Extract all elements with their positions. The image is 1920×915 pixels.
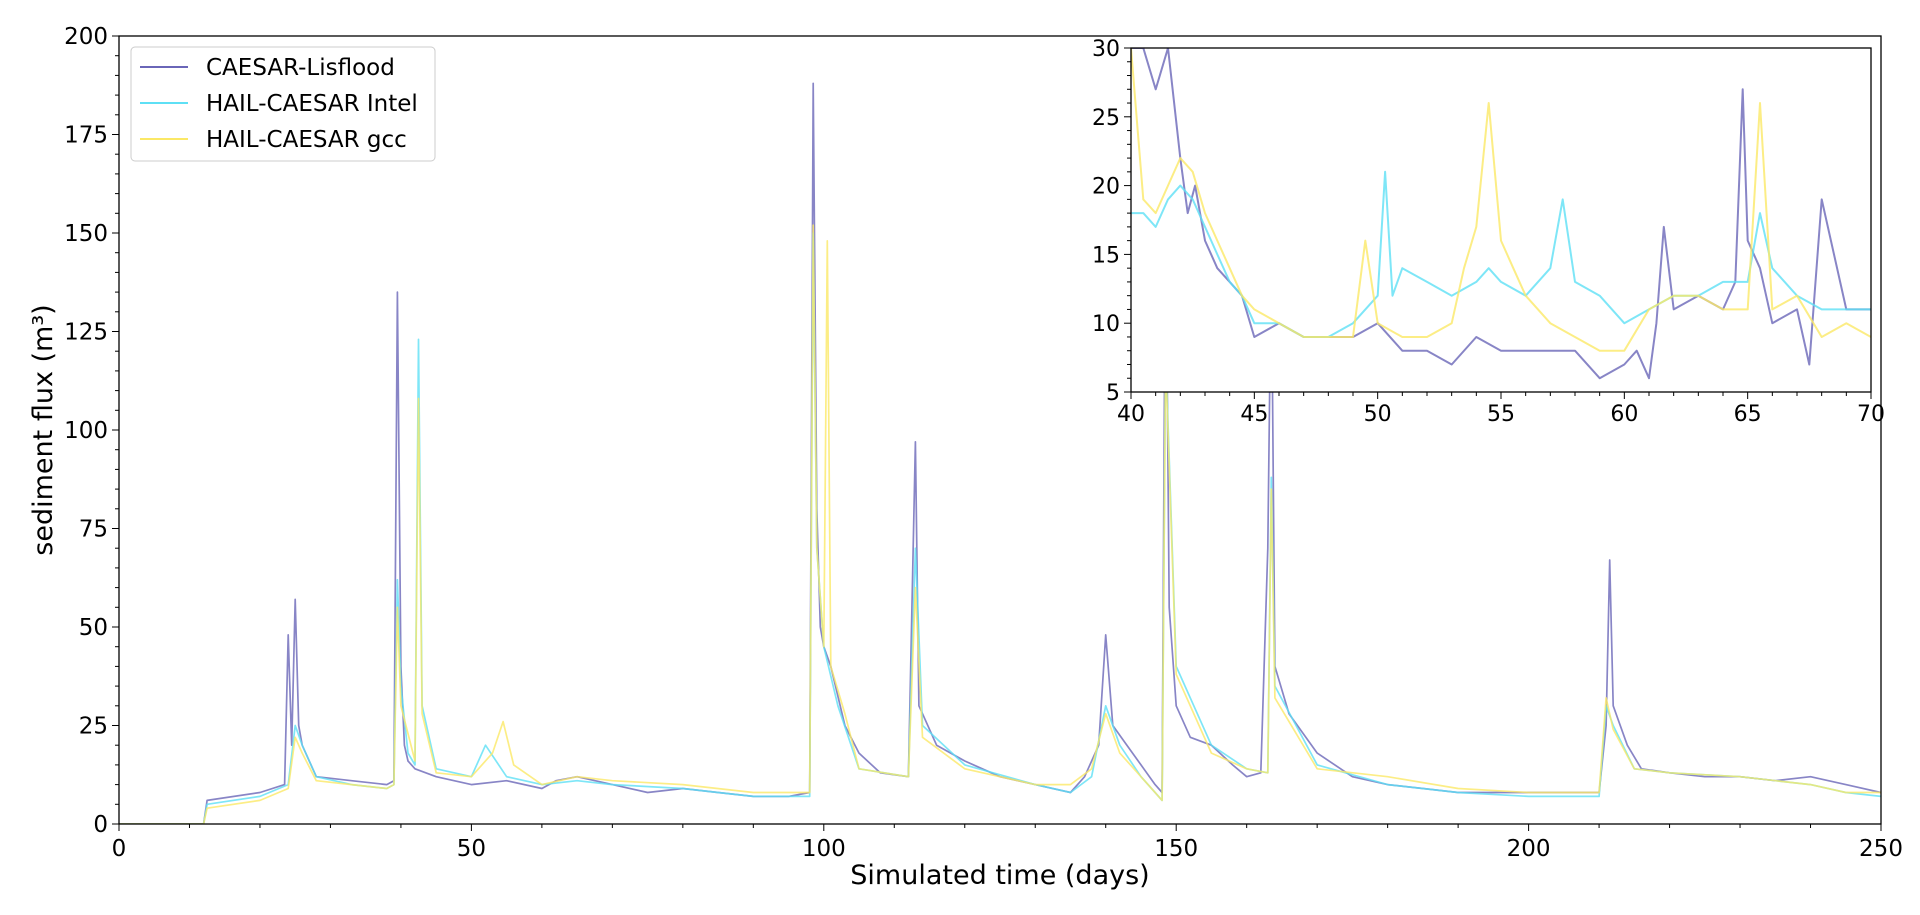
legend-label-1: HAIL-CAESAR Intel [206,91,418,117]
x-axis-title: Simulated time (days) [850,860,1149,891]
inset-series-group [1131,48,1871,380]
y-axis-title: sediment flux (m³) [28,304,59,555]
main-y-tick-label: 175 [64,123,108,149]
inset-series-line-1 [1131,170,1871,338]
inset-y-tick-label: 30 [1092,37,1120,62]
main-y-tick-label: 25 [79,714,108,740]
inset-x-tick-label: 40 [1117,402,1145,427]
main-y-tick-label: 50 [79,615,108,641]
main-x-tick-label: 0 [112,836,127,862]
inset-y-tick-label: 5 [1106,381,1120,406]
inset-plot-area: 40 45 50 55 60 65 70 5 10 15 20 25 30 [1092,37,1885,427]
main-y-tick-label: 75 [79,517,108,543]
main-series-line-0 [119,82,1881,824]
inset-x-tick-label: 65 [1734,402,1762,427]
main-y-tick-label: 150 [64,221,108,247]
main-x-tick-label: 200 [1507,836,1551,862]
legend-frame [130,46,436,162]
inset-x-tick-label: 55 [1487,402,1515,427]
main-x-tick-label: 100 [802,836,846,862]
main-y-tick-label: 125 [64,320,108,346]
main-series-line-2 [119,224,1881,824]
inset-background [1131,48,1871,392]
inset-x-tick-label: 50 [1364,402,1392,427]
main-x-tick-label: 250 [1859,836,1903,862]
main-y-tick-label: 200 [64,24,108,50]
inset-y-tick-label: 10 [1092,312,1120,337]
inset-y-tick-label: 15 [1092,243,1120,268]
main-y-tick-label: 0 [93,812,108,838]
inset-x-tick-label: 60 [1610,402,1638,427]
inset-x-tick-label: 70 [1857,402,1885,427]
inset-series-line-2 [1131,48,1871,352]
inset-series-line-0 [1131,48,1871,380]
inset-y-tick-label: 25 [1092,106,1120,131]
inset-y-tick-label: 20 [1092,175,1120,200]
main-x-tick-label: 150 [1154,836,1198,862]
main-x-tick-label: 50 [457,836,486,862]
inset-x-tick-label: 45 [1240,402,1268,427]
chart-legend: CAESAR-Lisflood HAIL-CAESAR Intel HAIL-CAE… [130,46,436,162]
main-y-tick-label: 100 [64,418,108,444]
main-series-group [119,82,1881,824]
legend-label-2: HAIL-CAESAR gcc [206,127,407,153]
main-plot-area: 0 50 100 150 200 250 0 25 50 75 100 125 150 175 200 [64,24,1903,862]
legend-label-0: CAESAR-Lisflood [206,55,395,81]
